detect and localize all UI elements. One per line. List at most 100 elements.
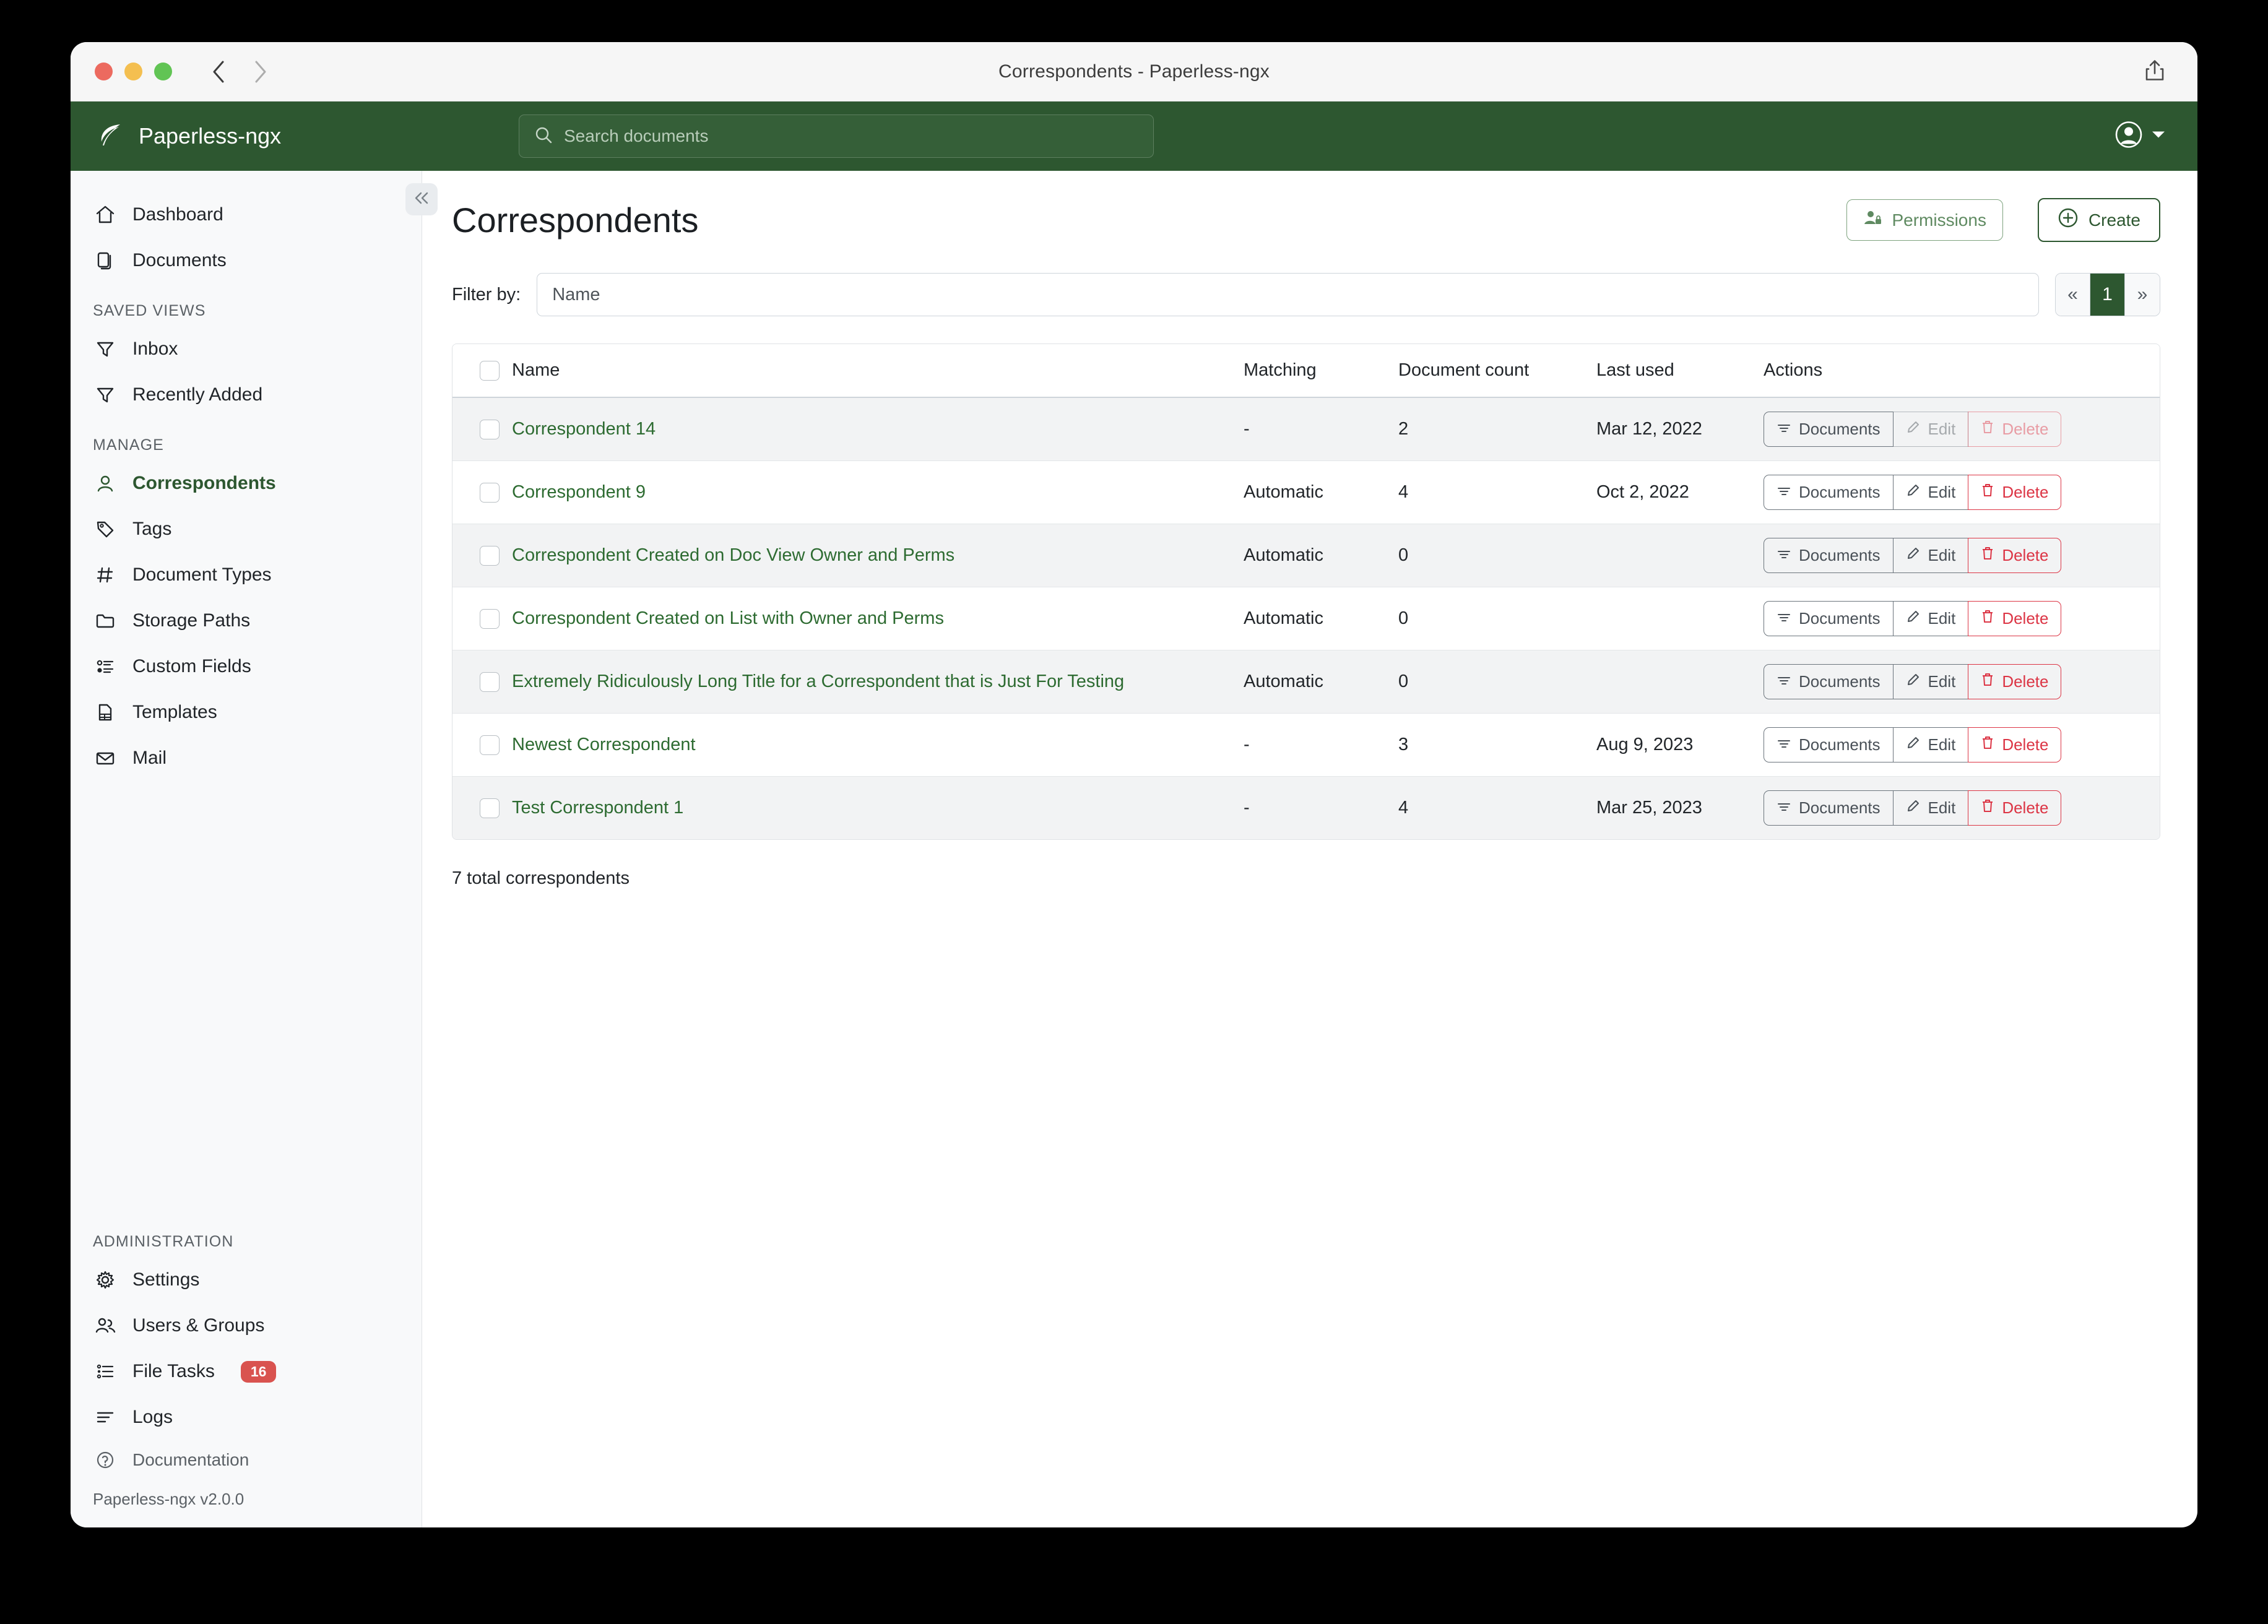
correspondent-link[interactable]: Test Correspondent 1 bbox=[512, 798, 684, 818]
sidebar-item-documentation[interactable]: Documentation bbox=[71, 1440, 422, 1480]
row-checkbox[interactable] bbox=[480, 735, 500, 755]
person-icon bbox=[93, 473, 118, 493]
filter-name-input[interactable] bbox=[537, 273, 2039, 316]
sidebar-item-label: Documentation bbox=[132, 1450, 249, 1469]
permissions-button[interactable]: Permissions bbox=[1846, 199, 2003, 241]
correspondent-link[interactable]: Correspondent 14 bbox=[512, 419, 656, 439]
filter-lines-icon bbox=[1777, 609, 1791, 628]
sidebar-item-recently-added[interactable]: Recently Added bbox=[71, 372, 422, 418]
documents-button[interactable]: Documents bbox=[1764, 538, 1894, 573]
row-matching-cell: - bbox=[1244, 419, 1250, 439]
correspondent-link[interactable]: Extremely Ridiculously Long Title for a … bbox=[512, 672, 1125, 691]
filter-lines-icon bbox=[1777, 483, 1791, 502]
delete-button[interactable]: Delete bbox=[1968, 475, 2062, 510]
column-header-document-count[interactable]: Document count bbox=[1398, 344, 1596, 398]
sidebar-item-dashboard[interactable]: Dashboard bbox=[71, 192, 422, 238]
user-circle-icon[interactable] bbox=[2114, 121, 2143, 152]
delete-button[interactable]: Delete bbox=[1968, 538, 2062, 573]
column-header-matching[interactable]: Matching bbox=[1244, 344, 1398, 398]
delete-button[interactable]: Delete bbox=[1968, 412, 2062, 447]
row-checkbox[interactable] bbox=[480, 672, 500, 692]
minimize-button[interactable] bbox=[124, 63, 142, 80]
sidebar-collapse-button[interactable] bbox=[405, 183, 438, 215]
close-button[interactable] bbox=[95, 63, 113, 80]
delete-button[interactable]: Delete bbox=[1968, 664, 2062, 699]
app-version: Paperless-ngx v2.0.0 bbox=[93, 1490, 245, 1508]
sidebar-item-mail[interactable]: Mail bbox=[71, 735, 422, 781]
pagination-prev[interactable]: « bbox=[2056, 274, 2090, 316]
documents-button[interactable]: Documents bbox=[1764, 727, 1894, 762]
sidebar-item-tags[interactable]: Tags bbox=[71, 506, 422, 552]
sidebar-spacer bbox=[71, 781, 422, 1214]
edit-button-label: Edit bbox=[1928, 546, 1956, 564]
edit-button[interactable]: Edit bbox=[1892, 412, 1969, 447]
edit-button-label: Edit bbox=[1928, 735, 1956, 754]
search-input[interactable] bbox=[564, 126, 1138, 146]
row-matching-cell: - bbox=[1244, 798, 1250, 818]
documents-button[interactable]: Documents bbox=[1764, 664, 1894, 699]
documents-button[interactable]: Documents bbox=[1764, 601, 1894, 636]
pagination-next[interactable]: » bbox=[2125, 274, 2160, 316]
sidebar-item-custom-fields[interactable]: Custom Fields bbox=[71, 644, 422, 689]
sidebar-item-settings[interactable]: Settings bbox=[71, 1257, 422, 1303]
documents-button-label: Documents bbox=[1799, 609, 1881, 628]
row-checkbox[interactable] bbox=[480, 419, 500, 439]
brand-name: Paperless-ngx bbox=[139, 123, 282, 149]
row-checkbox[interactable] bbox=[480, 545, 500, 566]
page-header: Correspondents Permissions bbox=[452, 198, 2160, 242]
documents-button[interactable]: Documents bbox=[1764, 790, 1894, 826]
pagination-page-1[interactable]: 1 bbox=[2090, 274, 2125, 316]
trash-icon bbox=[1981, 609, 1994, 628]
create-button[interactable]: Create bbox=[2037, 198, 2160, 242]
correspondent-link[interactable]: Newest Correspondent bbox=[512, 735, 696, 754]
sidebar-item-documents[interactable]: Documents bbox=[71, 238, 422, 283]
row-actions-cell: Documents Edit Delete bbox=[1764, 587, 2160, 650]
sidebar-item-file-tasks[interactable]: File Tasks 16 bbox=[71, 1349, 422, 1394]
forward-chevron-right-icon[interactable] bbox=[253, 59, 269, 84]
back-chevron-left-icon[interactable] bbox=[210, 59, 227, 84]
row-actions-cell: Documents Edit Delete bbox=[1764, 397, 2160, 461]
permissions-button-label: Permissions bbox=[1892, 210, 1986, 230]
delete-button[interactable]: Delete bbox=[1968, 727, 2062, 762]
edit-button[interactable]: Edit bbox=[1892, 727, 1969, 762]
sidebar-item-templates[interactable]: Templates bbox=[71, 689, 422, 735]
delete-button[interactable]: Delete bbox=[1968, 601, 2062, 636]
row-checkbox[interactable] bbox=[480, 608, 500, 629]
column-header-last-used[interactable]: Last used bbox=[1596, 344, 1764, 398]
row-checkbox[interactable] bbox=[480, 798, 500, 818]
correspondent-link[interactable]: Correspondent Created on Doc View Owner … bbox=[512, 545, 955, 565]
brand[interactable]: Paperless-ngx bbox=[95, 121, 405, 152]
maximize-button[interactable] bbox=[154, 63, 172, 80]
correspondents-table: Name Matching Document count Last used A… bbox=[452, 344, 2160, 839]
row-name-cell: Extremely Ridiculously Long Title for a … bbox=[512, 650, 1244, 714]
sidebar-item-users-groups[interactable]: Users & Groups bbox=[71, 1303, 422, 1349]
user-menu[interactable] bbox=[2114, 121, 2165, 152]
row-actions-group: Documents Edit Delete bbox=[1764, 727, 2062, 762]
row-checkbox[interactable] bbox=[480, 482, 500, 503]
row-count-cell: 3 bbox=[1398, 735, 1409, 754]
search-box[interactable] bbox=[519, 114, 1154, 158]
correspondent-link[interactable]: Correspondent 9 bbox=[512, 482, 646, 502]
trash-icon bbox=[1981, 735, 1994, 754]
select-all-checkbox[interactable] bbox=[480, 360, 500, 381]
documents-button[interactable]: Documents bbox=[1764, 412, 1894, 447]
sidebar-item-document-types[interactable]: Document Types bbox=[71, 552, 422, 598]
sidebar-item-logs[interactable]: Logs bbox=[71, 1394, 422, 1440]
edit-button[interactable]: Edit bbox=[1892, 538, 1969, 573]
documents-button[interactable]: Documents bbox=[1764, 475, 1894, 510]
edit-button[interactable]: Edit bbox=[1892, 790, 1969, 826]
trash-icon bbox=[1981, 483, 1994, 502]
filter-lines-icon bbox=[1777, 546, 1791, 565]
edit-button[interactable]: Edit bbox=[1892, 475, 1969, 510]
delete-button[interactable]: Delete bbox=[1968, 790, 2062, 826]
row-name-cell: Correspondent Created on Doc View Owner … bbox=[512, 524, 1244, 587]
sidebar-item-storage-paths[interactable]: Storage Paths bbox=[71, 598, 422, 644]
edit-button[interactable]: Edit bbox=[1892, 664, 1969, 699]
share-icon[interactable] bbox=[2144, 58, 2165, 85]
edit-button[interactable]: Edit bbox=[1892, 601, 1969, 636]
sidebar-item-inbox[interactable]: Inbox bbox=[71, 326, 422, 372]
column-header-name[interactable]: Name bbox=[512, 344, 1244, 398]
correspondent-link[interactable]: Correspondent Created on List with Owner… bbox=[512, 608, 944, 628]
sidebar-item-correspondents[interactable]: Correspondents bbox=[71, 460, 422, 506]
caret-down-icon[interactable] bbox=[2152, 131, 2165, 142]
